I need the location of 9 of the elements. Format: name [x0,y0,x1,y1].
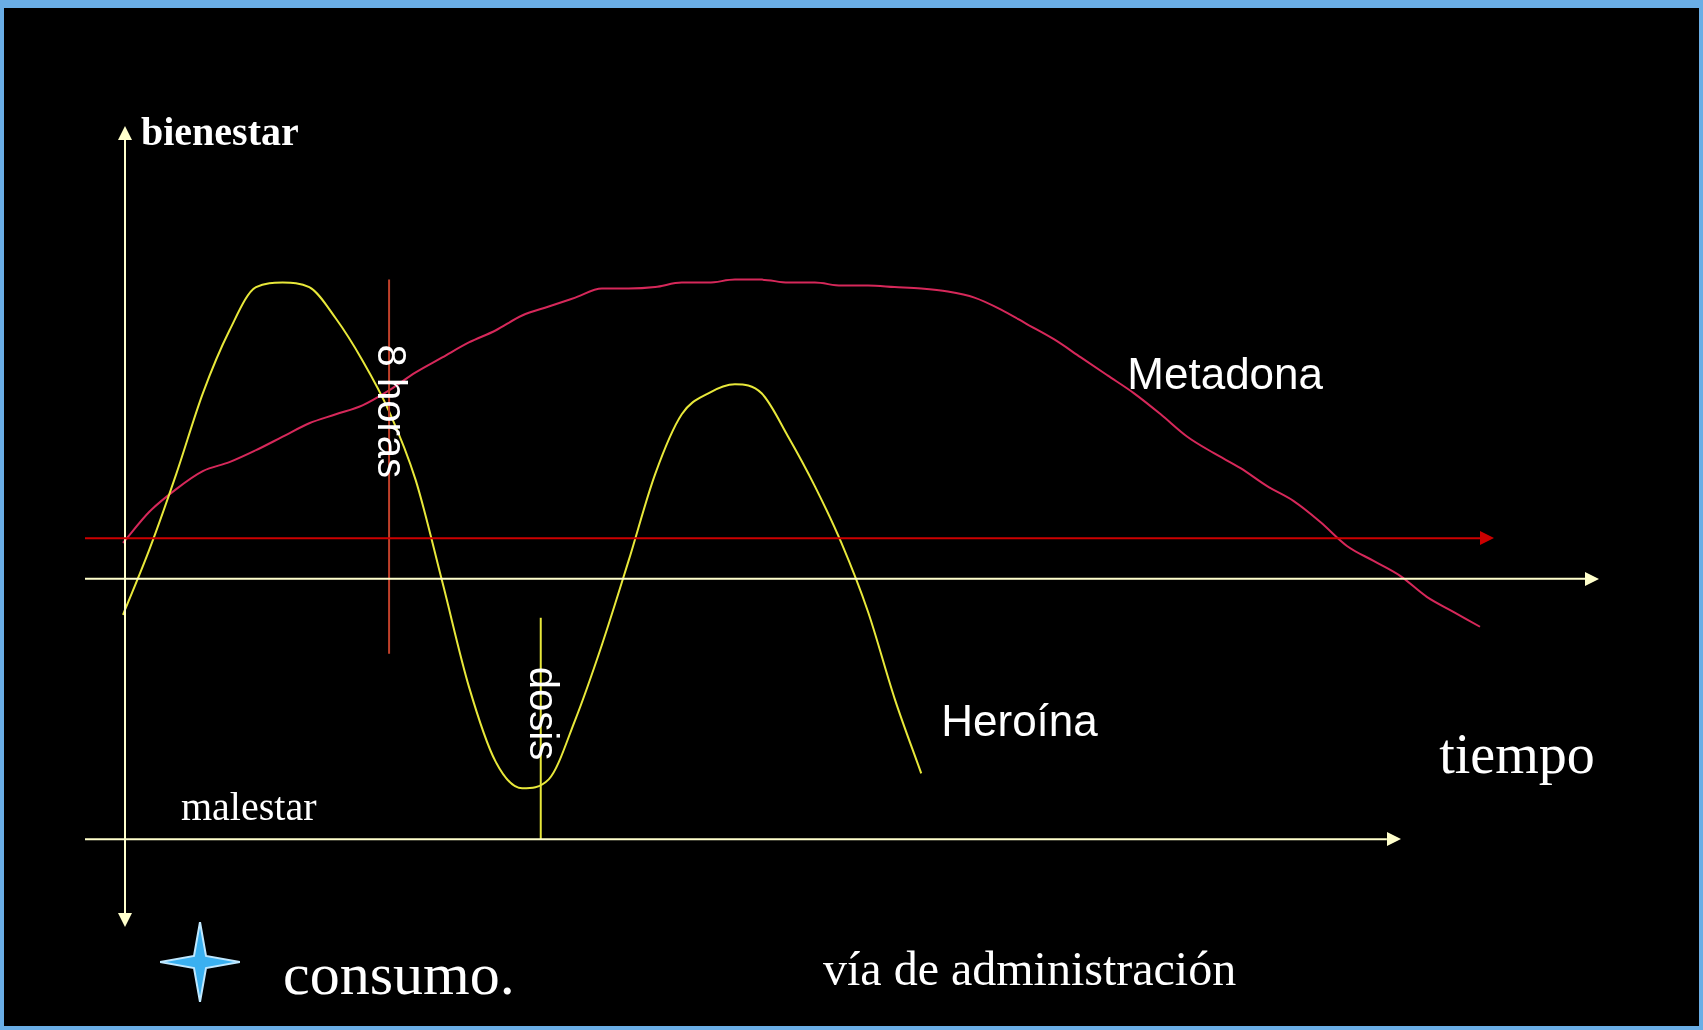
text: vía de administración [823,941,1237,995]
x-axis-title: tiempo [1439,723,1595,786]
series-label: Heroína [941,695,1099,745]
y-axis-title: bienestar [141,109,299,155]
text: consumo. [283,940,515,1007]
ref-line-label: malestar [181,783,317,829]
annotation: 8 horas [370,344,415,478]
annotation: dosis [521,666,566,761]
series-label: Metadona [1127,348,1324,398]
